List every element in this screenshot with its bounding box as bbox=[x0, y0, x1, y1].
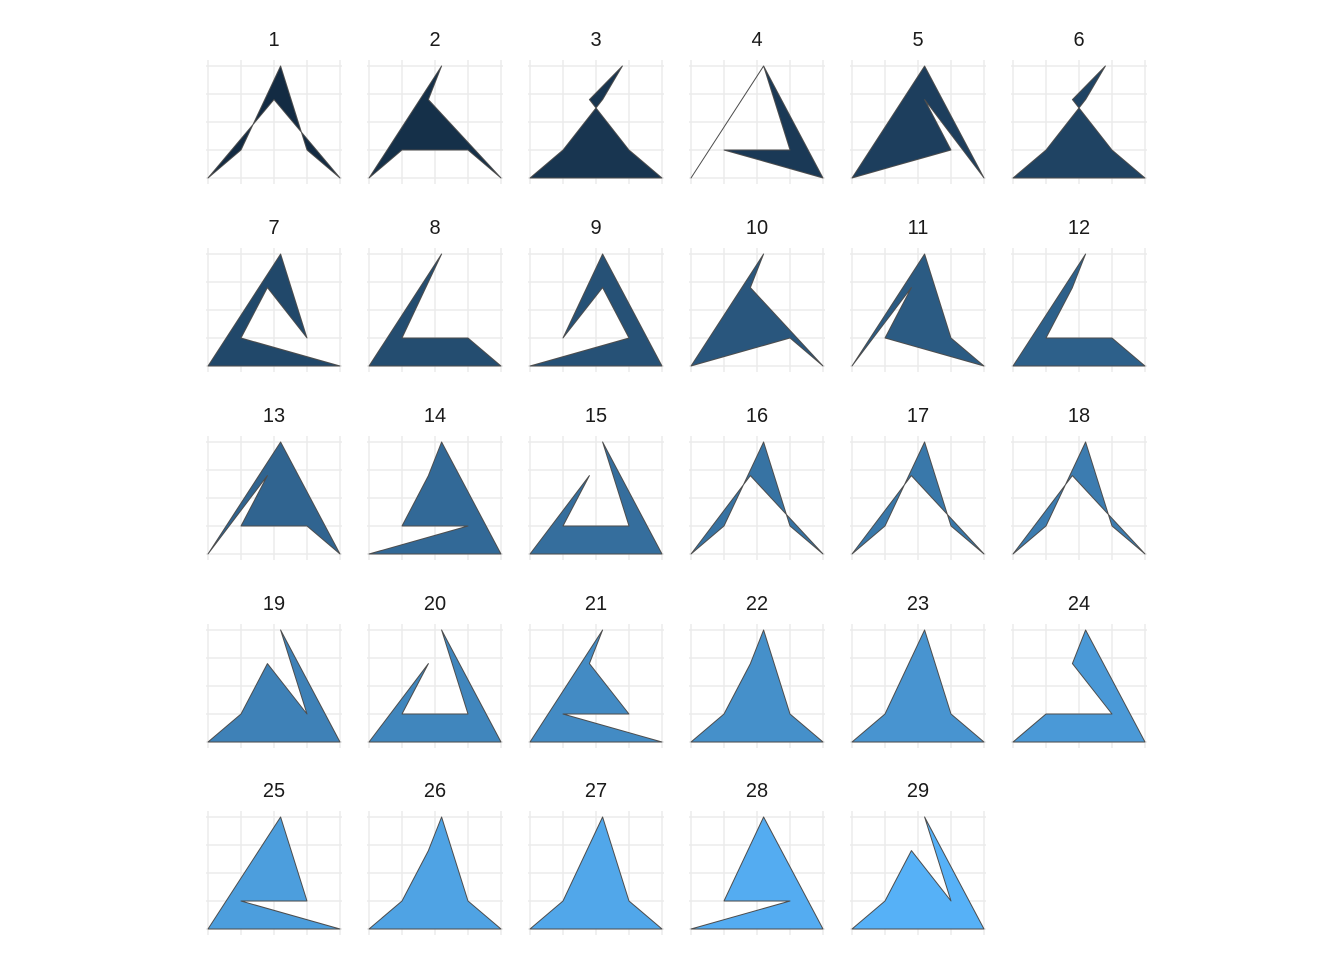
facet-panel-17: 17 bbox=[850, 405, 986, 560]
facet-label: 28 bbox=[746, 780, 768, 802]
polygon-shape bbox=[690, 65, 824, 179]
polygon-shape bbox=[1012, 441, 1146, 555]
facet-label: 14 bbox=[424, 405, 446, 427]
facet-label: 5 bbox=[912, 29, 923, 51]
polygon-shape bbox=[368, 253, 502, 367]
facet-panel-15: 15 bbox=[528, 405, 664, 560]
facet-label: 4 bbox=[751, 29, 762, 51]
polygon-shape bbox=[1012, 629, 1146, 743]
polygon-shape bbox=[851, 816, 985, 930]
polygon-shape bbox=[1012, 65, 1146, 179]
facet-panel-24: 24 bbox=[1011, 593, 1147, 748]
polygon-shape bbox=[851, 253, 985, 367]
facet-panel-4: 4 bbox=[689, 29, 825, 184]
polygon-shape bbox=[690, 629, 824, 743]
facet-label: 26 bbox=[424, 780, 446, 802]
facet-label: 23 bbox=[907, 593, 929, 615]
facet-panel-27: 27 bbox=[528, 780, 664, 935]
facet-label: 13 bbox=[263, 405, 285, 427]
facet-label: 2 bbox=[429, 29, 440, 51]
polygon-shape bbox=[368, 65, 502, 179]
facet-label: 7 bbox=[268, 217, 279, 239]
panel-grid bbox=[1011, 436, 1147, 560]
facet-panel-6: 6 bbox=[1011, 29, 1147, 184]
facet-label: 25 bbox=[263, 780, 285, 802]
polygon-shape bbox=[529, 629, 663, 743]
polygon-shape bbox=[690, 816, 824, 930]
polygon-shape bbox=[690, 441, 824, 555]
facet-label: 16 bbox=[746, 405, 768, 427]
panel-grid bbox=[367, 60, 503, 184]
facet-panel-12: 12 bbox=[1011, 217, 1147, 372]
panel-grid bbox=[206, 60, 342, 184]
facet-panel-7: 7 bbox=[206, 217, 342, 372]
polygon-shape bbox=[851, 629, 985, 743]
facet-label: 29 bbox=[907, 780, 929, 802]
polygon-shape bbox=[529, 816, 663, 930]
facet-panel-5: 5 bbox=[850, 29, 986, 184]
polygon-shape bbox=[529, 65, 663, 179]
polygon-shape bbox=[529, 253, 663, 367]
polygon-shape bbox=[207, 253, 341, 367]
facet-panel-16: 16 bbox=[689, 405, 825, 560]
facet-panel-2: 2 bbox=[367, 29, 503, 184]
facet-label: 6 bbox=[1073, 29, 1084, 51]
polygon-shape bbox=[207, 816, 341, 930]
facet-label: 24 bbox=[1068, 593, 1090, 615]
polygon-shape bbox=[207, 441, 341, 555]
facet-label: 8 bbox=[429, 217, 440, 239]
facet-panel-28: 28 bbox=[689, 780, 825, 935]
facet-panel-9: 9 bbox=[528, 217, 664, 372]
polygon-shape bbox=[368, 629, 502, 743]
facet-panel-26: 26 bbox=[367, 780, 503, 935]
polygon-shape bbox=[1012, 253, 1146, 367]
polygon-shape bbox=[207, 629, 341, 743]
facet-panel-23: 23 bbox=[850, 593, 986, 748]
facet-label: 10 bbox=[746, 217, 768, 239]
facet-label: 11 bbox=[908, 217, 929, 239]
facet-label: 3 bbox=[590, 29, 601, 51]
facet-label: 9 bbox=[590, 217, 601, 239]
facet-label: 19 bbox=[263, 593, 285, 615]
facet-panel-14: 14 bbox=[367, 405, 503, 560]
facet-label: 15 bbox=[585, 405, 607, 427]
facet-label: 12 bbox=[1068, 217, 1090, 239]
facet-label: 27 bbox=[585, 780, 607, 802]
facet-panel-21: 21 bbox=[528, 593, 664, 748]
panel-grid bbox=[850, 436, 986, 560]
facet-panel-22: 22 bbox=[689, 593, 825, 748]
facet-label: 20 bbox=[424, 593, 446, 615]
facet-panel-8: 8 bbox=[367, 217, 503, 372]
facet-label: 17 bbox=[907, 405, 929, 427]
facet-panel-11: 11 bbox=[850, 217, 986, 372]
facet-panel-13: 13 bbox=[206, 405, 342, 560]
facet-panel-10: 10 bbox=[689, 217, 825, 372]
polygon-shape bbox=[851, 441, 985, 555]
facet-panel-20: 20 bbox=[367, 593, 503, 748]
polygon-shape bbox=[690, 253, 824, 367]
polygon-shape bbox=[368, 441, 502, 555]
facet-panel-29: 29 bbox=[850, 780, 986, 935]
panel-grid bbox=[689, 436, 825, 560]
facet-label: 21 bbox=[585, 593, 607, 615]
facet-label: 18 bbox=[1068, 405, 1090, 427]
polygon-shape bbox=[851, 65, 985, 179]
facet-panel-19: 19 bbox=[206, 593, 342, 748]
facet-label: 22 bbox=[746, 593, 768, 615]
facet-panel-1: 1 bbox=[206, 29, 342, 184]
facet-panel-3: 3 bbox=[528, 29, 664, 184]
facet-panel-18: 18 bbox=[1011, 405, 1147, 560]
polygon-shape bbox=[529, 441, 663, 555]
facet-label: 1 bbox=[268, 29, 279, 51]
polygon-shape bbox=[368, 816, 502, 930]
facet-panel-25: 25 bbox=[206, 780, 342, 935]
polygon-shape bbox=[207, 65, 341, 179]
